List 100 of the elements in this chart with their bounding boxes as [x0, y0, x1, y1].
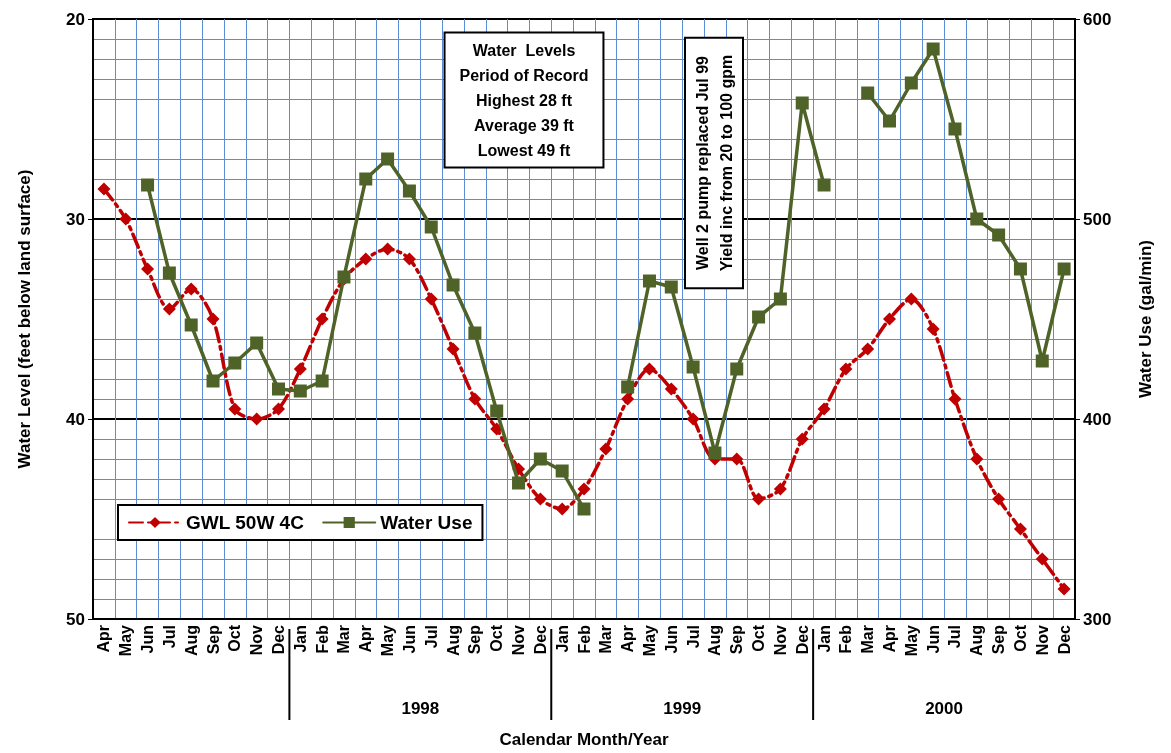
x-tick-label: Jun	[924, 625, 942, 654]
x-tick-label: Dec	[1055, 624, 1073, 655]
point	[468, 392, 482, 406]
point	[992, 228, 1006, 242]
point	[315, 374, 329, 388]
point	[381, 152, 395, 166]
point	[795, 432, 809, 446]
x-tick-label: Aug	[182, 625, 200, 657]
x-tick-label: Oct	[750, 624, 768, 652]
point	[402, 184, 416, 198]
x-tick-label: Aug	[706, 625, 724, 657]
point	[992, 492, 1006, 506]
x-tick-label: Feb	[575, 624, 593, 654]
x-tick-label: Nov	[248, 624, 266, 656]
x-tick-label: May	[379, 624, 397, 657]
point	[271, 382, 285, 396]
x-tick-label: Dec	[531, 624, 549, 655]
point	[926, 322, 940, 336]
point	[730, 452, 744, 466]
x-tick-label: Mar	[859, 625, 877, 654]
x-tick-label: Mar	[597, 625, 615, 654]
point	[948, 392, 962, 406]
y2-tick-label: 600	[1083, 9, 1112, 29]
point	[1013, 522, 1027, 536]
point	[883, 312, 897, 326]
x-tick-label: Mar	[335, 625, 353, 654]
point	[621, 392, 635, 406]
point	[359, 172, 373, 186]
x-tick-label: Apr	[881, 625, 899, 653]
y-axis-title: Water Level (feet below land surface)	[15, 169, 34, 469]
point	[381, 242, 395, 256]
point	[1035, 354, 1049, 368]
point	[184, 318, 198, 332]
point	[206, 312, 220, 326]
point	[795, 96, 809, 110]
annotation: Water Levels Period of Record Highest 28 ft Average 39 ft Lowest 49 ft	[459, 41, 589, 159]
point	[293, 384, 307, 398]
x-tick-label: Sep	[204, 624, 222, 655]
point	[228, 356, 242, 370]
point	[206, 374, 220, 388]
x-tick-label: Nov	[1033, 624, 1051, 656]
point	[664, 280, 678, 294]
point	[555, 464, 569, 478]
y2-tick-label: 400	[1083, 409, 1112, 429]
point	[533, 492, 547, 506]
point	[446, 342, 460, 356]
point	[599, 442, 613, 456]
point	[293, 362, 307, 376]
point	[162, 266, 176, 280]
x-tick-label: Nov	[510, 624, 528, 656]
x-tick-label: Aug	[968, 625, 986, 657]
x-tick-label: Jan	[291, 625, 309, 653]
point	[250, 336, 264, 350]
y-tick-label: 30	[66, 209, 85, 229]
x-tick-label: May	[117, 624, 135, 657]
point	[883, 114, 897, 128]
x-tick-label: Jul	[160, 625, 178, 649]
x-tick-label: Oct	[488, 624, 506, 652]
x-tick-label: Jan	[553, 625, 571, 653]
x-tick-label: Nov	[771, 624, 789, 656]
x-tick-label: Aug	[444, 625, 462, 657]
y2-axis-title: Water Use (gal/min)	[1136, 239, 1155, 399]
x-tick-label: May	[902, 624, 920, 657]
x-tick-label: Sep	[466, 624, 484, 655]
x-tick-label: Jun	[400, 625, 418, 654]
point	[97, 182, 111, 196]
point	[642, 362, 656, 376]
point	[970, 452, 984, 466]
x-tick-label: Sep	[728, 624, 746, 655]
point	[184, 282, 198, 296]
point	[555, 502, 569, 516]
point	[533, 452, 547, 466]
x-tick-label: Jun	[662, 625, 680, 654]
y-tick-label: 40	[66, 409, 85, 429]
point	[904, 292, 918, 306]
x-tick-label: Feb	[837, 624, 855, 654]
x-tick-label: Oct	[1011, 624, 1029, 652]
x-tick-label: Feb	[313, 624, 331, 654]
y-tick-label: 20	[66, 9, 85, 29]
point	[817, 402, 831, 416]
x-tick-label: May	[640, 624, 658, 657]
point	[839, 362, 853, 376]
point	[686, 412, 700, 426]
x-tick-label: Apr	[95, 625, 113, 653]
x-tick-label: Sep	[990, 624, 1008, 655]
legend-label: GWL 50W 4C	[186, 512, 305, 533]
x-axis-title: Calendar Month/Year	[499, 730, 669, 749]
point	[119, 212, 133, 226]
point	[402, 252, 416, 266]
point	[1035, 552, 1049, 566]
x-tick-label: Jul	[946, 625, 964, 649]
point	[490, 404, 504, 418]
x-tick-label: Apr	[357, 625, 375, 653]
point	[664, 382, 678, 396]
point	[315, 312, 329, 326]
legend-label: Water Use	[380, 512, 473, 533]
point	[424, 292, 438, 306]
point	[752, 492, 766, 506]
point	[621, 380, 635, 394]
x-tick-label: Oct	[226, 624, 244, 652]
